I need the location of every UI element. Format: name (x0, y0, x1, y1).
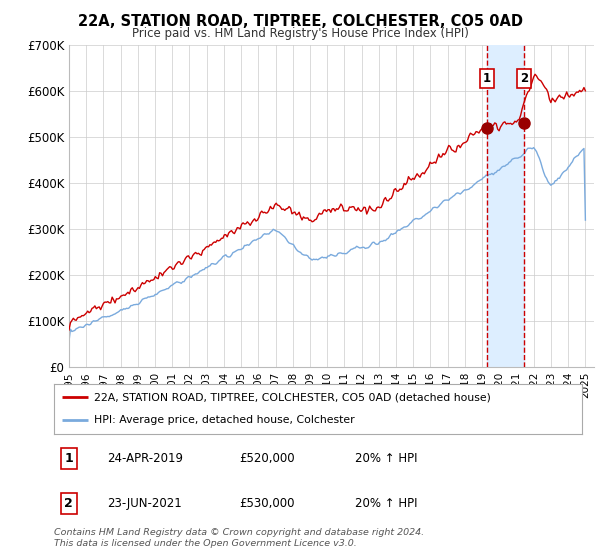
Text: £520,000: £520,000 (239, 452, 295, 465)
Text: 2: 2 (520, 72, 529, 85)
Text: 22A, STATION ROAD, TIPTREE, COLCHESTER, CO5 0AD: 22A, STATION ROAD, TIPTREE, COLCHESTER, … (77, 14, 523, 29)
Text: 24-APR-2019: 24-APR-2019 (107, 452, 183, 465)
Text: HPI: Average price, detached house, Colchester: HPI: Average price, detached house, Colc… (94, 416, 354, 426)
Text: 1: 1 (64, 452, 73, 465)
Text: 2: 2 (64, 497, 73, 510)
Text: 20% ↑ HPI: 20% ↑ HPI (355, 497, 418, 510)
Bar (487, 45, 524, 367)
Text: 1: 1 (483, 72, 491, 85)
Text: 23-JUN-2021: 23-JUN-2021 (107, 497, 182, 510)
Text: 22A, STATION ROAD, TIPTREE, COLCHESTER, CO5 0AD (detached house): 22A, STATION ROAD, TIPTREE, COLCHESTER, … (94, 392, 490, 402)
Text: 20% ↑ HPI: 20% ↑ HPI (355, 452, 418, 465)
Text: Contains HM Land Registry data © Crown copyright and database right 2024.
This d: Contains HM Land Registry data © Crown c… (54, 528, 424, 548)
Text: £530,000: £530,000 (239, 497, 294, 510)
Text: Price paid vs. HM Land Registry's House Price Index (HPI): Price paid vs. HM Land Registry's House … (131, 27, 469, 40)
